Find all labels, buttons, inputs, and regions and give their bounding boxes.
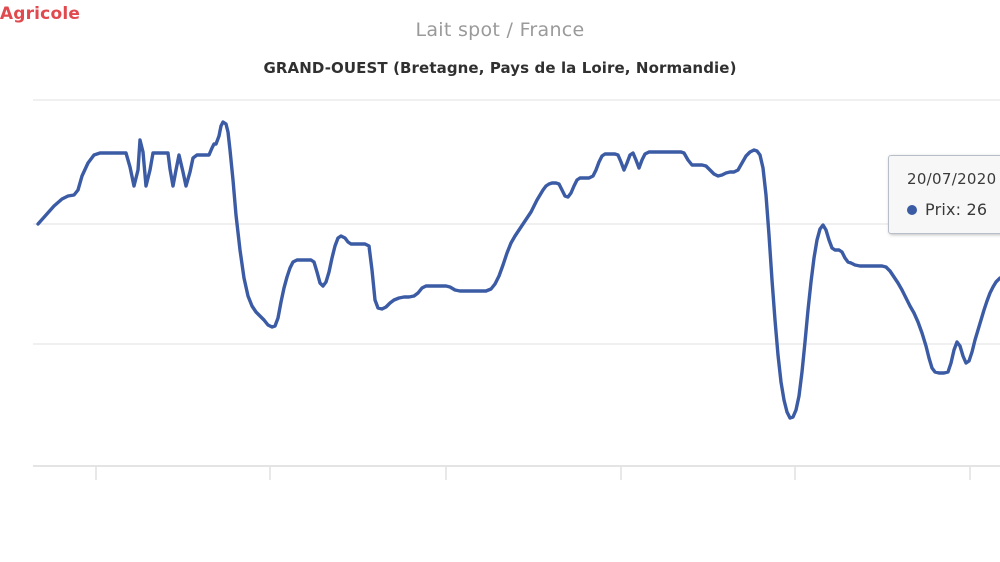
brand-logo-text: e Agricole: [0, 4, 81, 24]
chart-x-axis-ticks: [95, 466, 971, 480]
chart-subtitle: GRAND-OUEST (Bretagne, Pays de la Loire,…: [263, 59, 737, 77]
tooltip-date: 20/07/2020: [907, 170, 997, 188]
price-series-line: [36, 120, 1000, 420]
tooltip-series-row: Prix: 26: [907, 200, 1000, 219]
chart-title: Lait spot / France: [415, 19, 585, 41]
tooltip-series-value: Prix: 26: [925, 200, 988, 219]
chart-gridlines: [33, 99, 1000, 467]
chart-tooltip: 20/07/2020 Prix: 26: [888, 155, 1000, 234]
series-marker-icon: [907, 204, 917, 215]
